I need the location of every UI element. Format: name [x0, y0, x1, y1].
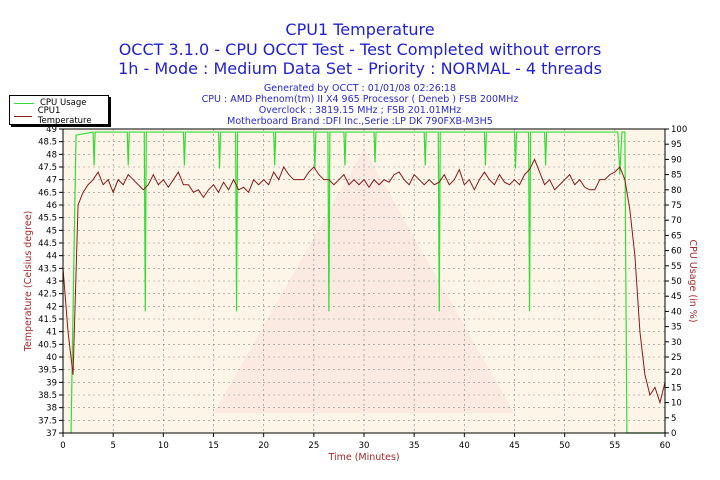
series-line-cpu-usage — [70, 131, 665, 434]
tick-label-x: 10 — [158, 441, 169, 451]
tick-label-y2: 95 — [671, 140, 682, 150]
tick-label-x: 35 — [409, 441, 420, 451]
tick-label-y: 39 — [46, 378, 57, 388]
plot-border — [62, 128, 666, 434]
tick-label-y: 37.5 — [38, 416, 57, 426]
tick-label-y: 41 — [46, 328, 57, 338]
legend-item-temp: CPU1 Temperature — [14, 106, 108, 126]
tick-label-y2: 100 — [671, 125, 687, 135]
tick-label-y: 38.5 — [38, 391, 57, 401]
info-motherboard: Motherboard Brand :DFI Inc.,Serie :LP DK… — [227, 116, 493, 127]
tick-label-y2: 5 — [671, 414, 676, 424]
chart-title: CPU1 Temperature — [285, 20, 435, 39]
tick-label-y: 37 — [46, 429, 57, 439]
tick-label-y: 44.5 — [38, 239, 57, 249]
tick-label-y: 43 — [46, 277, 57, 287]
tick-label-y: 42 — [46, 302, 57, 312]
legend-label-usage: CPU Usage — [40, 98, 87, 108]
tick-label-y2: 65 — [671, 231, 682, 241]
tick-label-y2: 40 — [671, 307, 682, 317]
tick-label-y: 39.5 — [38, 366, 57, 376]
chart-subtitle-1: OCCT 3.1.0 - CPU OCCT Test - Test Comple… — [118, 40, 602, 59]
tick-label-y2: 25 — [671, 353, 682, 363]
tick-label-y2: 10 — [671, 399, 682, 409]
info-generated: Generated by OCCT : 01/01/08 02:26:18 — [263, 83, 457, 94]
tick-label-x: 50 — [559, 441, 570, 451]
tick-label-y: 48.5 — [38, 138, 57, 148]
tick-label-x: 60 — [660, 441, 671, 451]
tick-label-y: 47.5 — [38, 163, 57, 173]
tick-label-y2: 35 — [671, 323, 682, 333]
info-cpu: CPU : AMD Phenom(tm) II X4 965 Processor… — [201, 94, 519, 105]
tick-label-y: 48 — [46, 150, 57, 160]
tick-label-y: 43.5 — [38, 264, 57, 274]
tick-label-y2: 45 — [671, 292, 682, 302]
legend-label-temp: CPU1 Temperature — [37, 106, 92, 126]
tick-label-y2: 55 — [671, 262, 682, 272]
tick-label-y2: 60 — [671, 247, 682, 257]
tick-label-y2: 70 — [671, 216, 682, 226]
tick-label-y2: 75 — [671, 201, 682, 211]
tick-label-y: 46 — [46, 201, 57, 211]
y-axis-label: Temperature (Celsius degree) — [23, 211, 34, 353]
chart-subtitle-2: 1h - Mode : Medium Data Set - Priority :… — [118, 59, 602, 78]
tick-label-y: 45 — [46, 226, 57, 236]
info-overclock: Overclock : 3819.15 MHz ; FSB 201.01MHz — [258, 105, 462, 116]
tick-label-x: 15 — [208, 441, 219, 451]
tick-label-y: 45.5 — [38, 214, 57, 224]
tick-label-y: 42.5 — [38, 290, 57, 300]
tick-label-x: 20 — [258, 441, 269, 451]
tick-label-y: 47 — [46, 176, 57, 186]
tick-label-y2: 0 — [671, 429, 676, 439]
legend-item-usage: CPU Usage — [14, 97, 86, 109]
tick-label-y: 38 — [46, 404, 57, 414]
tick-label-y: 44 — [46, 252, 57, 262]
tick-label-x: 55 — [609, 441, 620, 451]
tick-label-x: 30 — [359, 441, 370, 451]
tick-label-x: 40 — [459, 441, 470, 451]
tick-label-y2: 15 — [671, 383, 682, 393]
tick-label-x: 25 — [308, 441, 319, 451]
tick-label-x: 0 — [60, 441, 65, 451]
tick-label-x: 45 — [509, 441, 520, 451]
x-axis-label: Time (Minutes) — [327, 452, 399, 463]
tick-label-y2: 90 — [671, 155, 682, 165]
tick-label-x: 5 — [110, 441, 115, 451]
tick-label-y: 46.5 — [38, 188, 57, 198]
tick-label-y2: 85 — [671, 171, 682, 181]
tick-label-y: 49 — [46, 125, 57, 135]
legend: CPU Usage CPU1 Temperature — [9, 95, 109, 126]
tick-label-y: 40 — [46, 353, 57, 363]
tick-label-y2: 80 — [671, 186, 682, 196]
tick-label-y2: 50 — [671, 277, 682, 287]
tick-label-y: 40.5 — [38, 340, 57, 350]
y2-axis-label: CPU Usage (in %) — [687, 239, 698, 322]
tick-label-y2: 20 — [671, 368, 682, 378]
tick-label-y2: 30 — [671, 338, 682, 348]
series-line-cpu1-temperature — [62, 158, 666, 405]
tick-label-y: 41.5 — [38, 315, 57, 325]
